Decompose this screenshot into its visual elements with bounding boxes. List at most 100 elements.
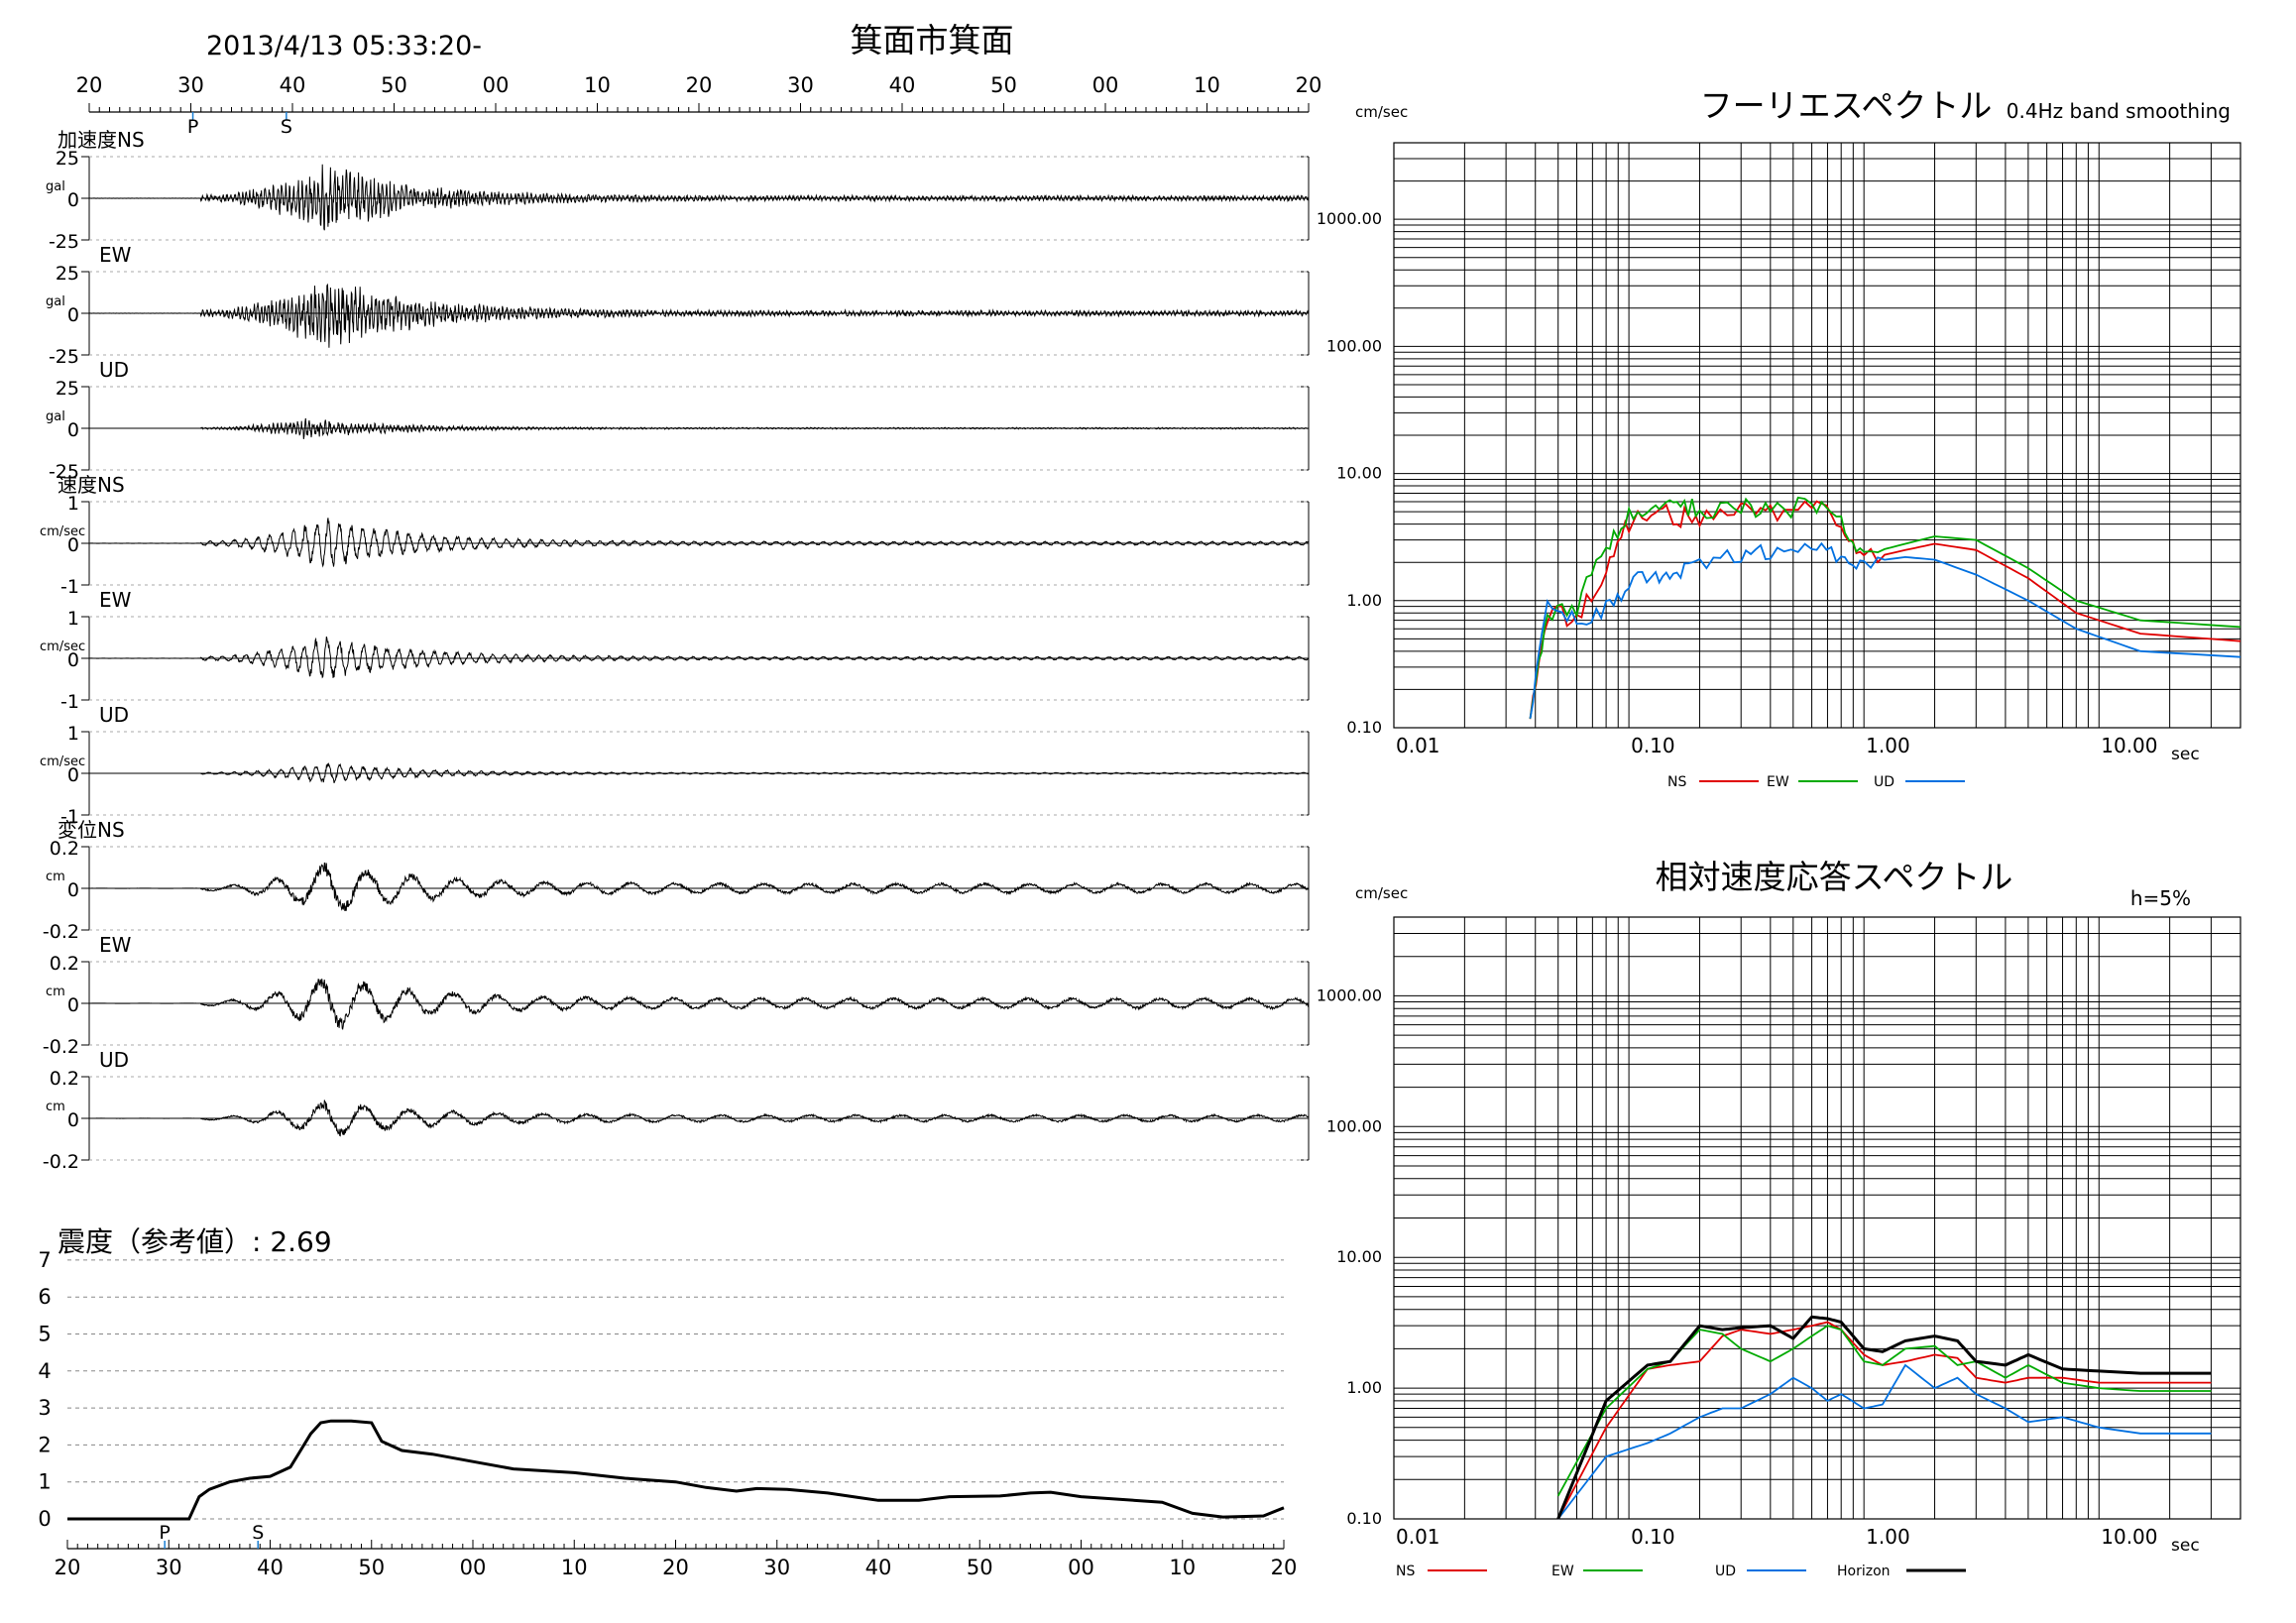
panel-label: 加速度NS: [57, 128, 145, 152]
time-tick-label: 10: [1194, 73, 1220, 97]
spectrum-ytick-label: 10.00: [1336, 464, 1382, 483]
intensity-time-label: 20: [662, 1556, 689, 1579]
intensity-tick-label: 2: [38, 1433, 51, 1456]
spectrum-xtick-label: 0.10: [1631, 1525, 1675, 1549]
intensity-time-label: 30: [763, 1556, 790, 1579]
panel-unit: cm/sec: [40, 639, 85, 654]
panel-tick-label: 25: [56, 378, 79, 400]
waveform-panel-変位-UD: 0.2 0 -0.2 UD cm: [43, 1048, 1310, 1173]
time-tick-label: 20: [76, 73, 103, 97]
time-tick-label: 30: [787, 73, 814, 97]
spectrum-ytick-label: 1.00: [1346, 1378, 1382, 1397]
panel-tick-label: 25: [56, 263, 79, 285]
intensity-time-label: 40: [865, 1556, 892, 1579]
spectrum-xtick-label: 1.00: [1866, 1525, 1910, 1549]
legend-label-UD: UD: [1715, 1564, 1736, 1579]
waveform-trace: [89, 862, 1310, 911]
panel-label: 速度NS: [57, 473, 125, 497]
intensity-time-label: 40: [257, 1556, 284, 1579]
panel-tick-label: -25: [49, 346, 79, 368]
spectrum-xtick-label: 1.00: [1866, 734, 1910, 757]
waveform-trace: [89, 979, 1310, 1031]
intensity-time-label: 30: [156, 1556, 182, 1579]
spectrum-ytick-label: 1.00: [1346, 591, 1382, 610]
spectrum-xtick-label: 0.01: [1396, 1525, 1440, 1549]
waveform-panel-速度-EW: 1 0 -1 EW cm/sec: [40, 588, 1310, 713]
pick-label-S: S: [281, 116, 292, 138]
fourier-spectrum-plot: 0.01 0.10 1.00 10.00 1000.00 100.00 10.00 1.00 0…: [1317, 142, 2241, 790]
intensity-tick-label: 7: [38, 1248, 51, 1272]
panel-tick-label: -1: [60, 691, 79, 713]
waveform-trace: [89, 164, 1310, 231]
waveform-trace: [89, 283, 1310, 348]
panel-tick-label: 0: [67, 994, 79, 1016]
header-datetime: 2013/4/13 05:33:20-: [206, 31, 482, 61]
panel-tick-label: 0: [67, 534, 79, 556]
panel-label: UD: [99, 703, 129, 727]
response-ylabel: cm/sec: [1355, 884, 1408, 902]
panel-label: EW: [99, 588, 132, 612]
spectrum-series-EW: [1529, 496, 2241, 720]
intensity-time-label: 00: [1068, 1556, 1094, 1579]
waveform-panel-加速度-NS: 25 0 -25 加速度NS gal: [46, 128, 1310, 253]
intensity-pick-label-P: P: [159, 1522, 170, 1544]
waveform-trace: [89, 761, 1309, 783]
legend-label-UD: UD: [1874, 774, 1894, 790]
intensity-time-label: 20: [1271, 1556, 1298, 1579]
spectrum-series-NS: [1556, 1321, 2212, 1520]
intensity-time-label: 10: [561, 1556, 588, 1579]
panel-tick-label: -1: [60, 576, 79, 598]
response-spectrum-plot: 0.01 0.10 1.00 10.00 1000.00 100.00 10.00 1.00 0…: [1317, 916, 2241, 1579]
spectrum-series-Horizon: [1556, 1315, 2212, 1520]
panel-tick-label: 1: [67, 723, 79, 745]
spectrum-ytick-label: 0.10: [1346, 718, 1382, 737]
spectrum-series-EW: [1556, 1325, 2212, 1497]
spectrum-ytick-label: 10.00: [1336, 1247, 1382, 1266]
spectrum-xlabel: sec: [2171, 745, 2200, 764]
intensity-tick-label: 3: [38, 1396, 51, 1420]
panel-tick-label: -0.2: [43, 1151, 79, 1173]
panel-tick-label: -25: [49, 231, 79, 253]
header-station: 箕面市箕面: [851, 21, 1014, 59]
spectrum-ytick-label: 0.10: [1346, 1509, 1382, 1528]
legend-label-NS: NS: [1667, 774, 1686, 790]
panel-unit: cm/sec: [40, 524, 85, 539]
intensity-time-label: 00: [460, 1556, 487, 1579]
panel-unit: cm: [46, 985, 65, 999]
intensity-trace: [67, 1419, 1285, 1521]
panel-unit: gal: [46, 294, 65, 309]
intensity-time-label: 10: [1169, 1556, 1196, 1579]
waveform-panel-加速度-EW: 25 0 -25 EW gal: [46, 243, 1310, 368]
waveform-panel-加速度-UD: 25 0 -25 UD gal: [46, 358, 1310, 483]
intensity-title: 震度（参考値）: 2.69: [57, 1225, 332, 1258]
panel-tick-label: 0: [67, 764, 79, 786]
panel-tick-label: 0: [67, 649, 79, 671]
fourier-ylabel: cm/sec: [1355, 103, 1408, 121]
legend-label-Horizon: Horizon: [1837, 1564, 1891, 1579]
spectrum-xtick-label: 0.10: [1631, 734, 1675, 757]
spectrum-series-UD: [1529, 541, 2241, 719]
time-tick-label: 40: [889, 73, 916, 97]
waveform-panel-変位-NS: 0.2 0 -0.2 変位NS cm: [43, 818, 1310, 943]
panel-tick-label: -0.2: [43, 1036, 79, 1058]
panel-label: UD: [99, 358, 129, 382]
panel-tick-label: -25: [49, 461, 79, 483]
intensity-time-label: 50: [358, 1556, 385, 1579]
time-tick-label: 00: [1092, 73, 1119, 97]
panel-label: UD: [99, 1048, 129, 1072]
waveform-trace: [89, 1100, 1310, 1137]
legend-label-EW: EW: [1767, 774, 1789, 790]
panel-tick-label: 0: [67, 419, 79, 441]
spectrum-series-UD: [1556, 1363, 2212, 1520]
panel-tick-label: 0: [67, 1109, 79, 1131]
spectrum-xlabel: sec: [2171, 1536, 2200, 1556]
time-tick-label: 00: [483, 73, 510, 97]
spectrum-ytick-label: 100.00: [1326, 1116, 1382, 1135]
waveform-panel-変位-EW: 0.2 0 -0.2 EW cm: [43, 933, 1310, 1058]
panel-unit: cm: [46, 1100, 65, 1114]
waveform-area: 20 30 40 50 00 10 20 30 40 50 00 10 20P S250-25加速度NSg…: [40, 73, 1321, 1173]
waveform-trace: [89, 518, 1310, 568]
intensity-tick-label: 5: [38, 1323, 51, 1346]
